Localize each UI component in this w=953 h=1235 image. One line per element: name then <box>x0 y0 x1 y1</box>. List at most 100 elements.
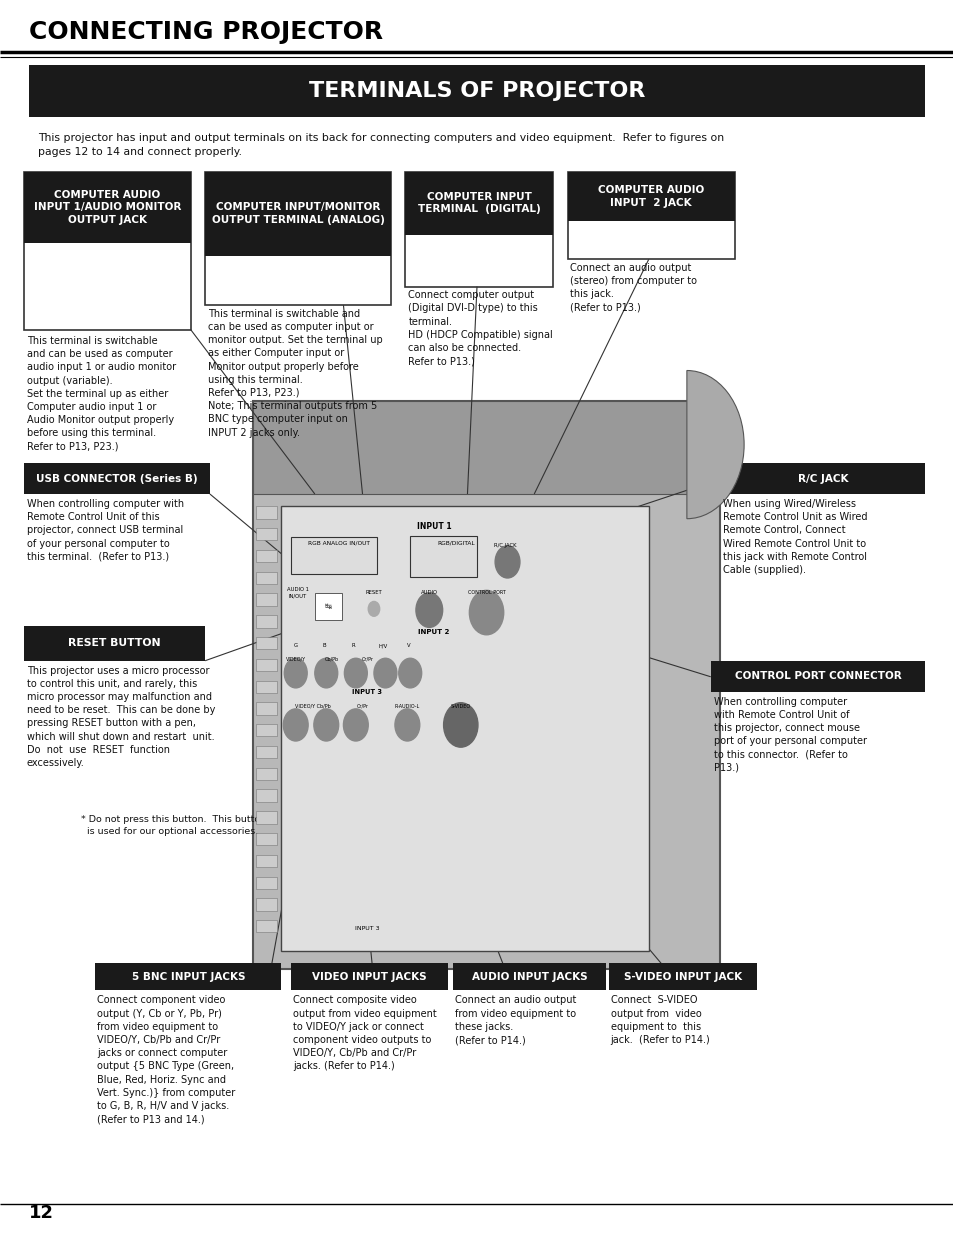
Text: When controlling computer with
Remote Control Unit of this
projector, connect US: When controlling computer with Remote Co… <box>27 499 184 562</box>
Text: CONNECTING PROJECTOR: CONNECTING PROJECTOR <box>29 20 382 44</box>
Text: Cr/Pr: Cr/Pr <box>356 704 368 709</box>
Circle shape <box>395 709 419 741</box>
Bar <box>255 832 276 845</box>
Bar <box>410 536 476 577</box>
Bar <box>255 703 276 715</box>
Circle shape <box>495 546 519 578</box>
Bar <box>405 172 553 235</box>
Bar <box>24 463 210 494</box>
Bar <box>255 658 276 671</box>
Circle shape <box>344 658 367 688</box>
Bar <box>255 594 276 606</box>
Bar <box>314 593 341 620</box>
Bar <box>95 963 281 990</box>
Bar <box>255 746 276 758</box>
Text: COMPUTER AUDIO
INPUT 1/AUDIO MONITOR
OUTPUT JACK: COMPUTER AUDIO INPUT 1/AUDIO MONITOR OUT… <box>33 190 181 225</box>
Bar <box>255 637 276 650</box>
Text: This projector uses a micro processor
to control this unit, and rarely, this
mic: This projector uses a micro processor to… <box>27 666 214 768</box>
Text: USB CONNECTOR (Series B): USB CONNECTOR (Series B) <box>36 473 197 484</box>
Text: AUDIO: AUDIO <box>420 590 437 595</box>
Text: * Do not press this button.  This button
  is used for our optional accessories.: * Do not press this button. This button … <box>81 815 266 836</box>
Text: Connect composite video
output from video equipment
to VIDEO/Y jack or connect
c: Connect composite video output from vide… <box>293 995 436 1072</box>
Bar <box>255 615 276 627</box>
Text: INPUT 3: INPUT 3 <box>352 689 382 694</box>
Text: When controlling computer
with Remote Control Unit of
this projector, connect mo: When controlling computer with Remote Co… <box>713 697 865 773</box>
Text: CONTROL PORT CONNECTOR: CONTROL PORT CONNECTOR <box>734 671 901 682</box>
Bar <box>608 963 756 990</box>
Bar <box>720 463 924 494</box>
Circle shape <box>469 590 503 635</box>
Text: R: R <box>351 643 355 648</box>
Text: Connect an audio output
from video equipment to
these jacks.
(Refer to P14.): Connect an audio output from video equip… <box>455 995 576 1045</box>
Circle shape <box>284 658 307 688</box>
Bar <box>281 506 648 951</box>
Bar <box>255 898 276 910</box>
Text: INPUT 2: INPUT 2 <box>418 630 449 635</box>
Bar <box>253 401 720 969</box>
Circle shape <box>443 703 477 747</box>
Text: R-AUDIO-L: R-AUDIO-L <box>395 704 419 709</box>
Circle shape <box>343 709 368 741</box>
Bar <box>291 963 448 990</box>
Bar <box>253 401 720 494</box>
Text: RGB/DIGITAL: RGB/DIGITAL <box>436 541 475 546</box>
Bar <box>255 789 276 802</box>
Bar <box>255 768 276 781</box>
Text: Connect computer output
(Digital DVI-D type) to this
terminal.
HD (HDCP Compatib: Connect computer output (Digital DVI-D t… <box>408 290 553 367</box>
Text: When using Wired/Wireless
Remote Control Unit as Wired
Remote Control, Connect
W: When using Wired/Wireless Remote Control… <box>722 499 866 576</box>
Text: TERMINALS OF PROJECTOR: TERMINALS OF PROJECTOR <box>309 82 644 101</box>
Text: CONTROL PORT: CONTROL PORT <box>467 590 505 595</box>
Text: 12: 12 <box>29 1204 53 1221</box>
Circle shape <box>314 658 337 688</box>
Bar <box>255 811 276 824</box>
Bar <box>255 877 276 889</box>
Text: AUDIO INPUT JACKS: AUDIO INPUT JACKS <box>471 972 587 982</box>
Text: COMPUTER AUDIO
INPUT  2 JACK: COMPUTER AUDIO INPUT 2 JACK <box>598 185 703 207</box>
Text: ↹: ↹ <box>324 601 332 611</box>
Bar <box>255 572 276 584</box>
Text: B: B <box>322 643 326 648</box>
Bar <box>255 920 276 932</box>
Text: S-VIDEO: S-VIDEO <box>450 704 471 709</box>
Text: This terminal is switchable and
can be used as computer input or
monitor output.: This terminal is switchable and can be u… <box>208 309 382 437</box>
Text: INPUT 1: INPUT 1 <box>416 521 451 531</box>
Text: G: G <box>294 643 297 648</box>
Circle shape <box>368 601 379 616</box>
Text: This projector has input and output terminals on its back for connecting compute: This projector has input and output term… <box>38 133 723 157</box>
Bar <box>710 661 924 692</box>
Text: COMPUTER INPUT
TERMINAL  (DIGITAL): COMPUTER INPUT TERMINAL (DIGITAL) <box>417 191 540 215</box>
Text: R/C JACK: R/C JACK <box>494 543 517 548</box>
Bar <box>255 724 276 736</box>
Circle shape <box>314 709 338 741</box>
Text: Connect  S-VIDEO
output from  video
equipment to  this
jack.  (Refer to P14.): Connect S-VIDEO output from video equipm… <box>610 995 710 1045</box>
Bar <box>24 172 191 330</box>
Text: INPUT 3: INPUT 3 <box>355 926 379 931</box>
Bar <box>567 172 734 259</box>
Bar <box>405 172 553 287</box>
Text: S-VIDEO INPUT JACK: S-VIDEO INPUT JACK <box>623 972 740 982</box>
Bar <box>29 65 924 117</box>
Bar <box>205 172 391 256</box>
Bar <box>291 537 376 574</box>
Text: Connect an audio output
(stereo) from computer to
this jack.
(Refer to P13.): Connect an audio output (stereo) from co… <box>570 263 697 312</box>
Text: VIDEO/Y: VIDEO/Y <box>285 657 306 662</box>
Text: AUDIO 1
IN/OUT: AUDIO 1 IN/OUT <box>286 588 309 598</box>
Text: 5 BNC INPUT JACKS: 5 BNC INPUT JACKS <box>132 972 245 982</box>
Bar <box>205 172 391 305</box>
Text: H/V: H/V <box>378 643 388 648</box>
Circle shape <box>283 709 308 741</box>
Text: Connect component video
output (Y, Cb or Y, Pb, Pr)
from video equipment to
VIDE: Connect component video output (Y, Cb or… <box>97 995 235 1124</box>
Text: V: V <box>406 643 410 648</box>
Text: COMPUTER INPUT/MONITOR
OUTPUT TERMINAL (ANALOG): COMPUTER INPUT/MONITOR OUTPUT TERMINAL (… <box>212 203 384 225</box>
Text: Cr/Pr: Cr/Pr <box>361 657 373 662</box>
Bar <box>24 626 205 661</box>
Text: R/C JACK: R/C JACK <box>797 473 847 484</box>
Wedge shape <box>686 370 743 519</box>
Text: RESET: RESET <box>365 590 382 595</box>
Bar <box>453 963 605 990</box>
Text: Cb/Pb: Cb/Pb <box>325 657 338 662</box>
Bar <box>255 680 276 693</box>
Circle shape <box>398 658 421 688</box>
Bar <box>567 172 734 221</box>
Text: RGB ANALOG IN/OUT: RGB ANALOG IN/OUT <box>308 541 369 546</box>
